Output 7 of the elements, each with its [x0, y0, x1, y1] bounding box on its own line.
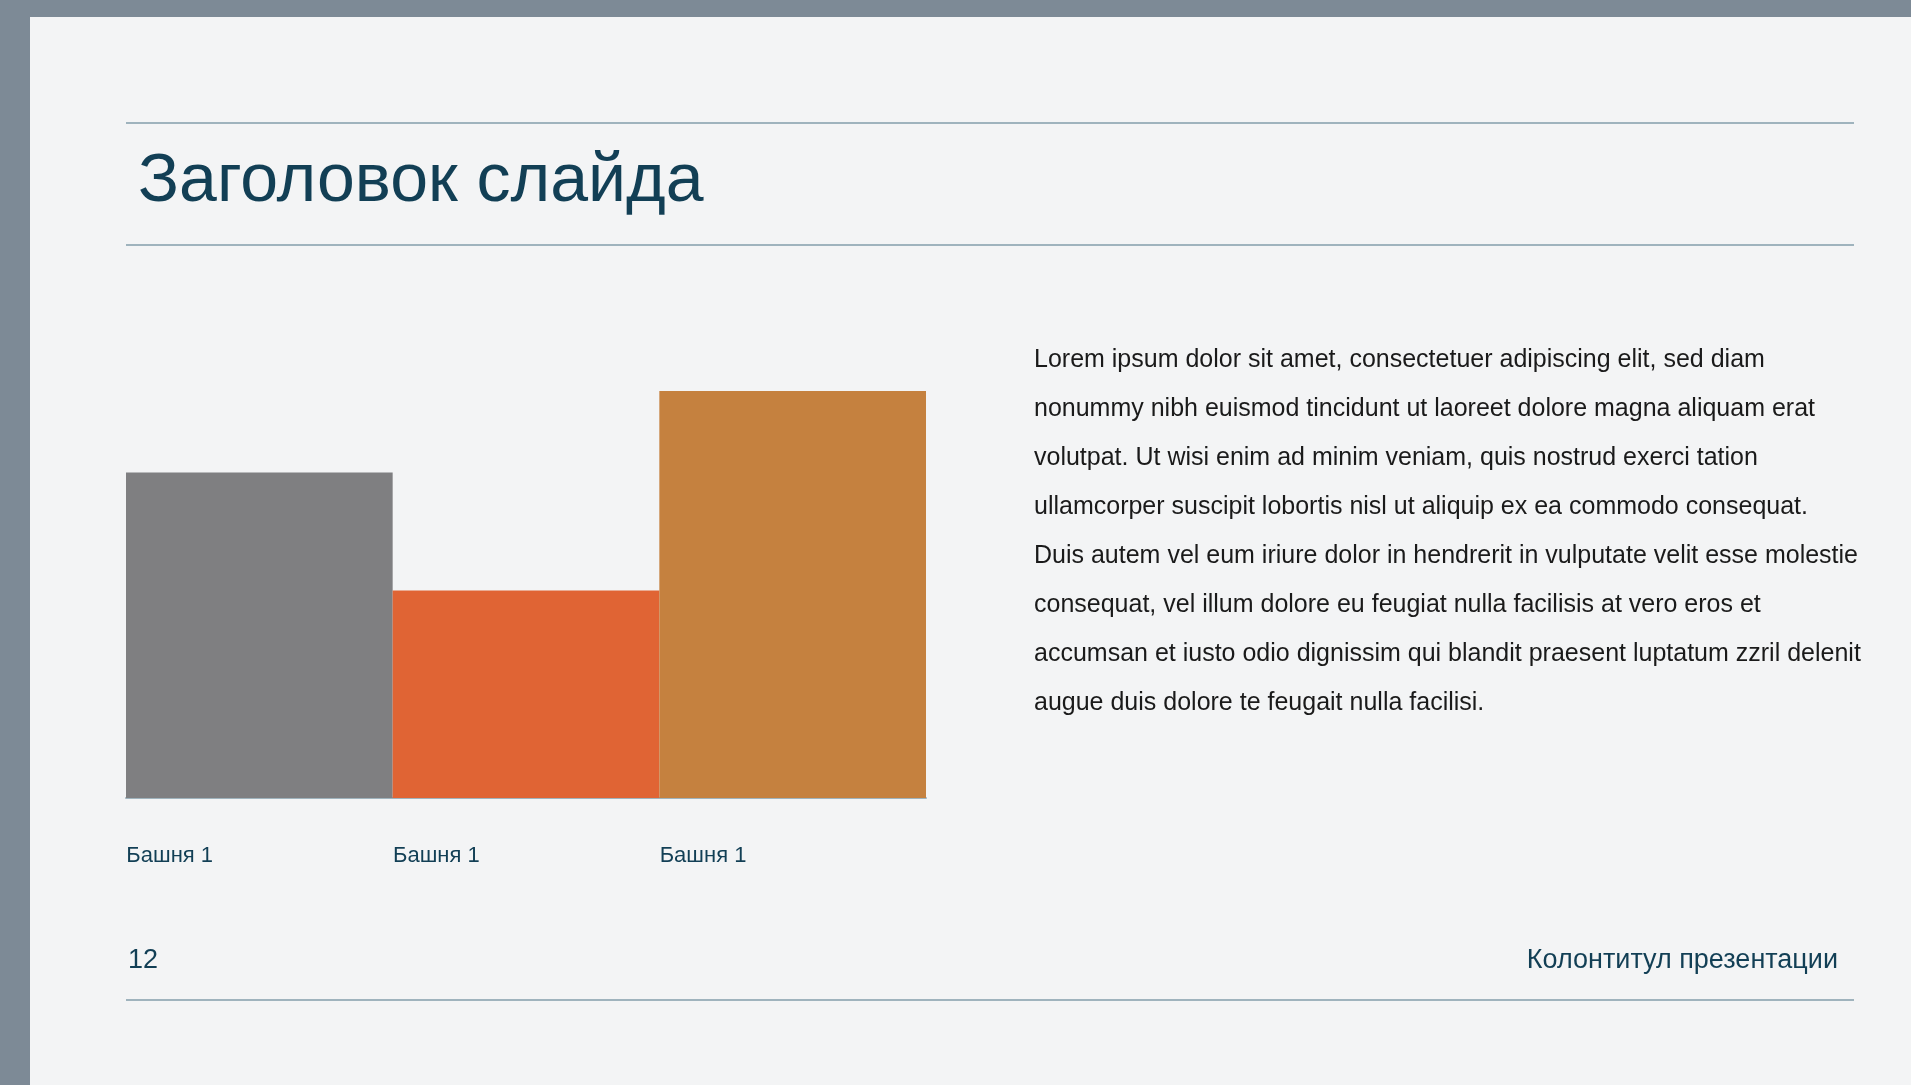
x-tick-label: Башня 1: [126, 841, 214, 867]
x-tick-label: Башня 1: [393, 841, 480, 867]
chart-title: Заголовок слайда: [138, 138, 704, 216]
text: Lorem ipsum dolor sit amet, consectetuer adipiscing elit, sed diam nonummy nibh euismod tincidunt ut laoreet dolore magna aliquam erat volutpat. Ut wisi enim ad minim veniam, quis nostrud exerci tation ullamcorper suscipit lobortis nisl ut aliquip ex ea commodo consequat. Duis autem vel eum iriure dolor in hendrerit in vulputate velit esse molestie consequat, vel illum dolore eu feugiat nulla facilisis at vero eros et accumsan et iusto odio dignissim qui blandit praesent luptatum zzril delenit augue duis dolore te feugait nulla facilisi.: [1034, 343, 1862, 717]
text: 12: [128, 944, 159, 975]
text: Колонтитул презентации: [1526, 944, 1838, 975]
x-tick-label: Башня 1: [659, 841, 747, 867]
